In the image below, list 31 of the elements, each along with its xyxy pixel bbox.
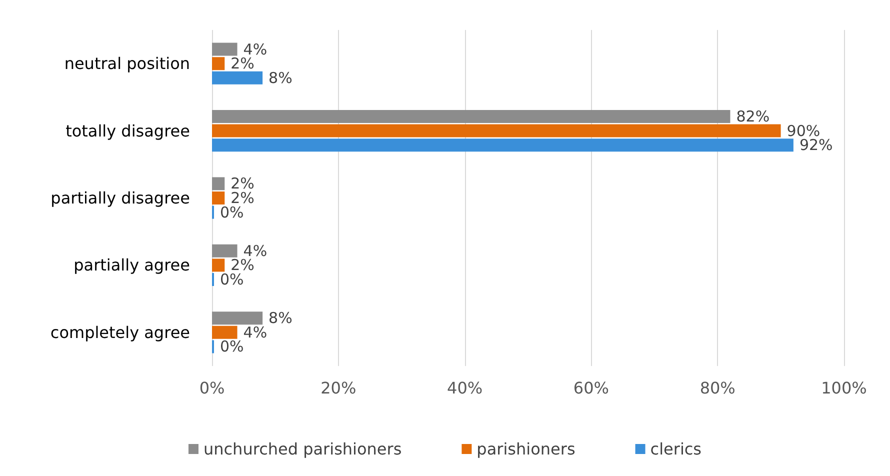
data-label: 8%	[268, 68, 292, 87]
x-tick-label: 80%	[700, 378, 736, 398]
bar	[212, 42, 238, 56]
bar	[212, 312, 263, 325]
y-tick-label: totally disagree	[66, 121, 190, 140]
y-tick-label: completely agree	[50, 322, 190, 342]
bar	[212, 57, 225, 70]
bar	[212, 71, 263, 84]
bar	[212, 124, 781, 138]
data-label: 4%	[243, 323, 268, 342]
data-label: 8%	[268, 309, 292, 328]
data-label: 0%	[220, 338, 244, 356]
data-label: 82%	[736, 108, 770, 126]
legend-label: clerics	[650, 440, 702, 458]
x-tick-label: 0%	[199, 378, 225, 398]
bar	[212, 192, 225, 204]
bar	[212, 244, 238, 258]
bar	[212, 110, 730, 123]
y-tick-label: partially agree	[74, 256, 190, 275]
bar	[212, 258, 225, 272]
bar	[212, 177, 225, 190]
legend-label: parishioners	[476, 440, 576, 458]
legend-label: unchurched parishioners	[203, 440, 402, 458]
bar	[212, 326, 238, 339]
y-tick-label: partially disagree	[50, 188, 190, 208]
y-tick-label: neutral position	[64, 54, 190, 74]
x-tick-label: 40%	[447, 378, 483, 398]
x-tick-label: 100%	[821, 378, 867, 398]
x-tick-label: 20%	[320, 378, 356, 398]
x-tick-label: 60%	[573, 378, 609, 398]
bar	[212, 138, 794, 152]
